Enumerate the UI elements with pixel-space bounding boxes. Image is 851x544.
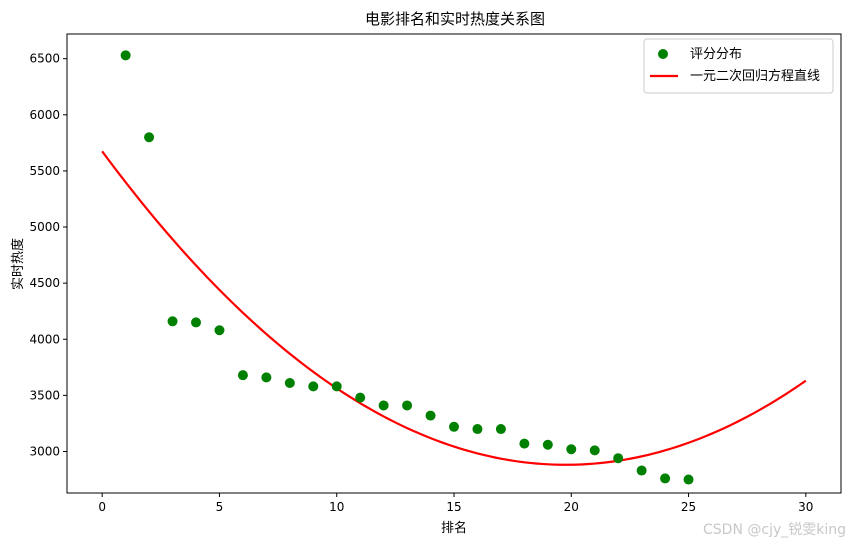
scatter-point [683,474,694,485]
scatter-point [566,444,577,455]
y-tick-label: 4000 [29,332,60,346]
x-tick-label: 15 [446,500,461,514]
scatter-point [636,465,647,476]
x-tick-label: 0 [98,500,106,514]
chart-title: 电影排名和实时热度关系图 [365,10,545,28]
scatter-point [261,372,272,383]
scatter-point [214,325,225,336]
scatter-point [120,50,131,61]
scatter-point [355,392,366,403]
scatter-point [331,381,342,392]
y-tick-label: 5500 [29,164,60,178]
x-tick-label: 10 [329,500,344,514]
y-tick-label: 4500 [29,276,60,290]
scatter-point [472,424,483,435]
scatter-point [402,400,413,411]
legend-scatter-marker [658,49,668,59]
legend-line-label: 一元二次回归方程直线 [690,68,820,84]
scatter-point [425,410,436,421]
scatter-point [378,400,389,411]
scatter-point [495,424,506,435]
scatter-point [237,370,248,381]
scatter-point [542,439,553,450]
scatter-point [449,421,459,432]
plot-area [66,33,842,494]
scatter-point [167,316,178,327]
plot-frame [66,33,842,494]
y-tick-label: 5000 [29,220,60,234]
watermark: CSDN @cjy_锐雯king [703,522,846,538]
legend-frame [643,38,834,94]
x-tick-label: 30 [798,500,813,514]
y-tick-label: 6000 [29,108,60,122]
scatter-point [144,132,155,143]
scatter-point [589,445,600,456]
y-tick-label: 3000 [29,444,60,458]
y-tick-label: 3500 [29,388,60,402]
legend-scatter-label: 评分分布 [690,47,742,62]
x-axis-ticks: 0 5 10 15 20 25 30 [98,493,813,514]
x-axis-title: 排名 [441,520,467,536]
y-axis-title: 实时热度 [10,238,26,290]
scatter-point [191,317,201,328]
x-tick-label: 5 [216,500,224,514]
x-tick-label: 20 [564,500,579,514]
x-tick-label: 25 [681,500,696,514]
regression-curve [101,150,807,466]
scatter-point [519,438,530,449]
y-tick-label: 6500 [29,52,60,66]
scatter-point [613,453,624,464]
y-axis-ticks: 3000 3500 4000 4500 5000 5500 6000 6500 [29,52,67,458]
scatter-point [284,378,295,389]
scatter-point [660,473,671,484]
scatter-point [308,381,319,392]
